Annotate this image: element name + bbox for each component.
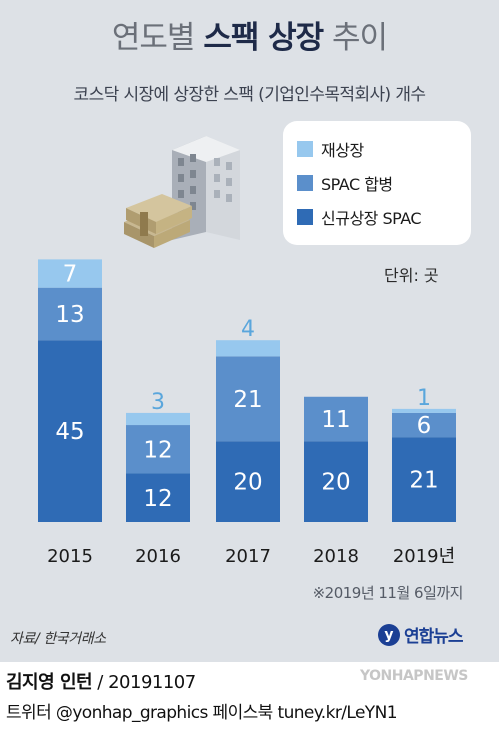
date-note: ※2019년 11월 6일까지 bbox=[312, 584, 464, 602]
value-label-new-listing-2016: 12 bbox=[143, 486, 172, 512]
legend-item-merger: SPAC 합병 bbox=[297, 171, 393, 195]
yonhap-logo: y 연합뉴스 bbox=[378, 622, 464, 647]
value-label-new-listing-2017: 20 bbox=[233, 470, 262, 496]
unit-label: 단위: 곳 bbox=[384, 266, 439, 285]
bar-new-listing-2015 bbox=[38, 340, 102, 522]
x-tick-label-2018: 2018 bbox=[313, 546, 359, 567]
title-part-2: 추이 bbox=[323, 20, 388, 56]
value-label-merger-2015: 13 bbox=[55, 302, 84, 328]
title-part-1: 연도별 bbox=[111, 20, 204, 56]
value-label-new-listing-2015: 45 bbox=[55, 419, 84, 445]
bar-new-listing-2019년 bbox=[392, 437, 456, 522]
x-tick-label-2016: 2016 bbox=[135, 546, 181, 567]
value-label-relisting-2015: 7 bbox=[63, 262, 78, 288]
value-label-merger-2018: 11 bbox=[321, 407, 350, 433]
bar-merger-2017 bbox=[216, 356, 280, 442]
title-emphasis: 스팩 상장 bbox=[203, 20, 324, 56]
bar-relisting-2017 bbox=[216, 340, 280, 357]
value-label-new-listing-2018: 20 bbox=[321, 470, 350, 496]
social-line: 트위터 @yonhap_graphics 페이스북 tuney.kr/LeYN1 bbox=[6, 703, 398, 723]
value-label-relisting-2016: 3 bbox=[151, 390, 165, 415]
credit-date: / 20191107 bbox=[92, 672, 196, 693]
bar-new-listing-2018 bbox=[304, 441, 368, 522]
bar-merger-2019년 bbox=[392, 412, 456, 438]
bar-relisting-2019년 bbox=[392, 408, 456, 413]
legend-swatch-merger bbox=[297, 175, 313, 191]
value-label-relisting-2017: 4 bbox=[241, 317, 255, 342]
legend-label-merger: SPAC 합병 bbox=[321, 175, 393, 194]
chart-title: 연도별 스팩 상장 추이 bbox=[0, 12, 499, 57]
bar-merger-2018 bbox=[304, 396, 368, 442]
legend-item-relisting: 재상장 bbox=[297, 137, 364, 161]
bars-group: 45 13 7 12 12 3 20 21 4 20 11 21 61 bbox=[38, 259, 456, 522]
credit-name: 김지영 인턴 bbox=[6, 672, 93, 693]
legend: 재상장 SPAC 합병 신규상장 SPAC bbox=[283, 121, 471, 245]
bar-new-listing-2017 bbox=[216, 441, 280, 522]
value-label-merger-2019년: 6 bbox=[417, 413, 432, 439]
bar-merger-2015 bbox=[38, 287, 102, 341]
yonhap-logo-text: 연합뉴스 bbox=[404, 627, 464, 647]
yonhap-logo-icon: y bbox=[378, 623, 400, 646]
bar-merger-2016 bbox=[126, 425, 190, 474]
value-label-new-listing-2019년: 21 bbox=[409, 468, 438, 494]
money-stack-illustration bbox=[124, 194, 192, 248]
legend-label-relisting: 재상장 bbox=[321, 141, 364, 160]
legend-item-new-listing: 신규상장 SPAC bbox=[297, 205, 422, 229]
value-label-relisting-2019년: 1 bbox=[417, 386, 431, 411]
credit-line: 김지영 인턴 / 20191107 bbox=[6, 668, 196, 694]
x-tick-label-2017: 2017 bbox=[225, 546, 271, 567]
legend-label-new-listing: 신규상장 SPAC bbox=[321, 209, 422, 228]
chart-subtitle: 코스닥 시장에 상장한 스팩 (기업인수목적회사) 개수 bbox=[73, 85, 427, 105]
stacked-bar-chart: 45 13 7 12 12 3 20 21 4 20 11 21 61 2015 2016 2017 2018… bbox=[38, 136, 456, 567]
source-label: 자료/ 한국거래소 bbox=[10, 631, 106, 647]
value-label-merger-2017: 21 bbox=[233, 387, 262, 413]
x-axis-labels: 2015 2016 2017 2018 2019년 bbox=[47, 546, 455, 567]
legend-swatch-relisting bbox=[297, 141, 313, 157]
x-tick-label-2019년: 2019년 bbox=[393, 546, 455, 567]
x-tick-label-2015: 2015 bbox=[47, 546, 93, 567]
value-label-merger-2016: 12 bbox=[143, 437, 172, 463]
bar-relisting-2015 bbox=[38, 259, 102, 288]
bar-new-listing-2016 bbox=[126, 473, 190, 522]
legend-swatch-new-listing bbox=[297, 209, 313, 225]
bar-relisting-2016 bbox=[126, 412, 190, 426]
watermark: YONHAPNEWS bbox=[360, 668, 468, 684]
footer: 김지영 인턴 / 20191107 트위터 @yonhap_graphics 페… bbox=[0, 662, 499, 733]
